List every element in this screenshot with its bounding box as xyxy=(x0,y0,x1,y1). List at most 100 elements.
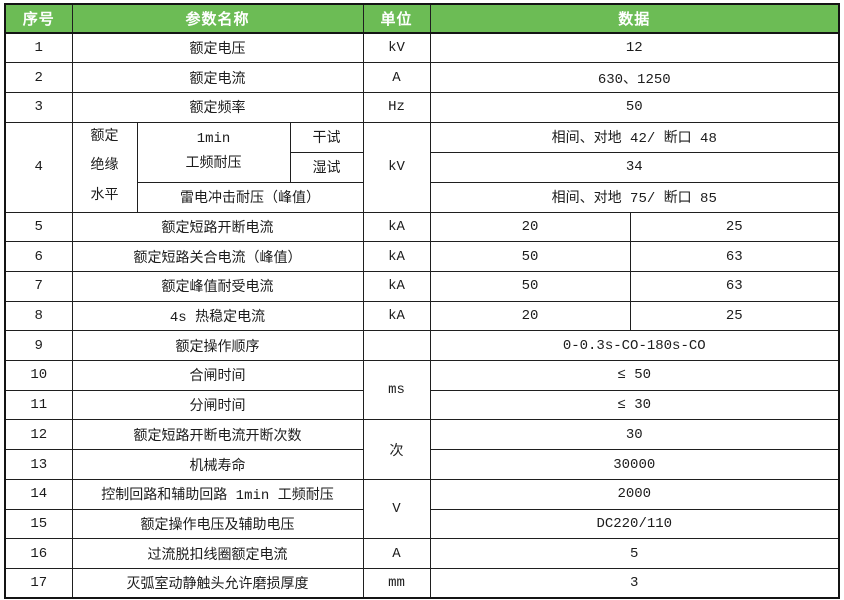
header-row: 序号 参数名称 单位 数据 xyxy=(4,3,840,34)
param-name-cell: 额定短路开断电流 xyxy=(71,211,364,243)
data-cell: 3 xyxy=(429,567,840,599)
parameter-spec-table: 序号 参数名称 单位 数据 1 额定电压 kV 12 2 额定电流 A 630、… xyxy=(4,3,840,600)
unit-cell: A xyxy=(362,538,431,569)
unit-cell: V xyxy=(362,478,431,540)
data-cell-right: 25 xyxy=(629,300,840,332)
unit-cell: kA xyxy=(362,271,431,302)
table-row: 14 控制回路和辅助回路 1min 工频耐压 V 2000 xyxy=(4,478,840,540)
data-cell: 50 xyxy=(429,91,840,123)
param-name-cell: 额定频率 xyxy=(71,91,364,123)
row-number-cell: 8 xyxy=(4,300,73,332)
data-cell: 5 xyxy=(429,538,840,569)
param-name-cell: 4s 热稳定电流 xyxy=(71,300,364,332)
row-number-cell: 13 xyxy=(4,449,73,480)
table-row: 7 额定峰值耐受电流 kA 50 63 xyxy=(4,271,840,302)
row-number-cell: 7 xyxy=(4,271,73,302)
data-cell: DC220/110 xyxy=(429,508,840,540)
row-number-cell: 1 xyxy=(4,32,73,64)
header-col-name: 参数名称 xyxy=(71,3,364,34)
data-cell: 0-0.3s-CO-180s-CO xyxy=(429,330,840,362)
data-cell: 2000 xyxy=(429,478,840,510)
data-cell: 630、1250 xyxy=(429,62,840,93)
data-cell-left: 50 xyxy=(429,271,631,302)
header-col-unit: 单位 xyxy=(362,3,431,34)
data-cell: 30 xyxy=(429,419,840,451)
param-name-cell: 额定操作电压及辅助电压 xyxy=(71,508,364,540)
param-name-cell: 额定电压 xyxy=(71,32,364,64)
table-row: 16 过流脱扣线圈额定电流 A 5 xyxy=(4,538,840,569)
unit-cell xyxy=(362,330,431,362)
insulation-group-label: 额定绝缘水平 xyxy=(90,128,119,204)
table-row: 15 额定操作电压及辅助电压 DC220/110 xyxy=(4,508,840,540)
data-cell: ≤ 30 xyxy=(429,389,840,421)
unit-cell: mm xyxy=(362,567,431,599)
data-cell-right: 25 xyxy=(629,211,840,243)
unit-cell: ms xyxy=(362,360,431,421)
insulation-group-cell: 额定绝缘水平 xyxy=(71,121,138,213)
unit-cell: kA xyxy=(362,300,431,332)
row-number-cell: 6 xyxy=(4,241,73,273)
table-row: 3 额定频率 Hz 50 xyxy=(4,91,840,123)
data-cell: 12 xyxy=(429,32,840,64)
header-col-data: 数据 xyxy=(429,3,840,34)
header-col-no: 序号 xyxy=(4,3,73,34)
wet-test-cell: 湿试 xyxy=(289,151,364,183)
unit-cell: 次 xyxy=(362,419,431,480)
table-row: 9 额定操作顺序 0-0.3s-CO-180s-CO xyxy=(4,330,840,362)
data-cell-left: 20 xyxy=(429,211,631,243)
table-row: 10 合闸时间 ms ≤ 50 xyxy=(4,360,840,421)
unit-cell: kA xyxy=(362,241,431,273)
power-freq-line1: 1min xyxy=(196,131,231,148)
table-row: 1 额定电压 kV 12 xyxy=(4,32,840,64)
param-name-cell: 过流脱扣线圈额定电流 xyxy=(71,538,364,569)
data-cell-right: 63 xyxy=(629,241,840,273)
table-row: 17 灭弧室动静触头允许磨损厚度 mm 3 xyxy=(4,567,840,599)
table-row: 8 4s 热稳定电流 kA 20 25 xyxy=(4,300,840,332)
param-name-cell: 控制回路和辅助回路 1min 工频耐压 xyxy=(71,478,364,510)
param-name-cell: 额定电流 xyxy=(71,62,364,93)
row-number-cell: 10 xyxy=(4,360,73,391)
row-number-cell: 16 xyxy=(4,538,73,569)
row-number-cell: 4 xyxy=(4,121,73,213)
table-row: 4 额定绝缘水平 1min 工频耐压 干试 kV 相间、对地 42/ 断口 48 xyxy=(4,121,840,213)
unit-cell: Hz xyxy=(362,91,431,123)
row-number-cell: 3 xyxy=(4,91,73,123)
data-cell-right: 63 xyxy=(629,271,840,302)
data-cell: 34 xyxy=(429,151,840,183)
row-number-cell: 9 xyxy=(4,330,73,362)
data-cell-left: 50 xyxy=(429,241,631,273)
row-number-cell: 17 xyxy=(4,567,73,599)
power-freq-line2: 工频耐压 xyxy=(185,156,242,173)
unit-cell: kV xyxy=(362,32,431,64)
param-name-cell: 额定短路开断电流开断次数 xyxy=(71,419,364,451)
table-row: 湿试 34 xyxy=(5,151,840,183)
unit-cell: kV xyxy=(362,121,431,213)
param-name-cell: 合闸时间 xyxy=(71,360,364,391)
row-number-cell: 12 xyxy=(4,419,73,451)
param-name-cell: 额定短路关合电流（峰值） xyxy=(71,241,364,273)
dry-test-cell: 干试 xyxy=(289,121,364,153)
lightning-impulse-cell: 雷电冲击耐压（峰值） xyxy=(136,181,364,213)
data-cell: 相间、对地 75/ 断口 85 xyxy=(429,181,840,213)
table-row: 雷电冲击耐压（峰值） 相间、对地 75/ 断口 85 xyxy=(5,181,840,213)
param-name-cell: 额定操作顺序 xyxy=(71,330,364,362)
row-number-cell: 15 xyxy=(4,508,73,540)
param-name-cell: 灭弧室动静触头允许磨损厚度 xyxy=(71,567,364,599)
table-row: 12 额定短路开断电流开断次数 次 30 xyxy=(4,419,840,480)
row-number-cell: 5 xyxy=(4,211,73,243)
param-name-cell: 额定峰值耐受电流 xyxy=(71,271,364,302)
row-number-cell: 14 xyxy=(4,478,73,510)
param-name-cell: 分闸时间 xyxy=(71,389,364,421)
data-cell: ≤ 50 xyxy=(429,360,840,391)
table-row: 5 额定短路开断电流 kA 20 25 xyxy=(4,211,840,243)
row-number-cell: 11 xyxy=(4,389,73,421)
unit-cell: A xyxy=(362,62,431,93)
data-cell-left: 20 xyxy=(429,300,631,332)
table-row: 11 分闸时间 ≤ 30 xyxy=(4,389,840,421)
data-cell: 30000 xyxy=(429,449,840,480)
unit-cell: kA xyxy=(362,211,431,243)
table-row: 13 机械寿命 30000 xyxy=(4,449,840,480)
data-cell: 相间、对地 42/ 断口 48 xyxy=(429,121,840,153)
row-number-cell: 2 xyxy=(4,62,73,93)
